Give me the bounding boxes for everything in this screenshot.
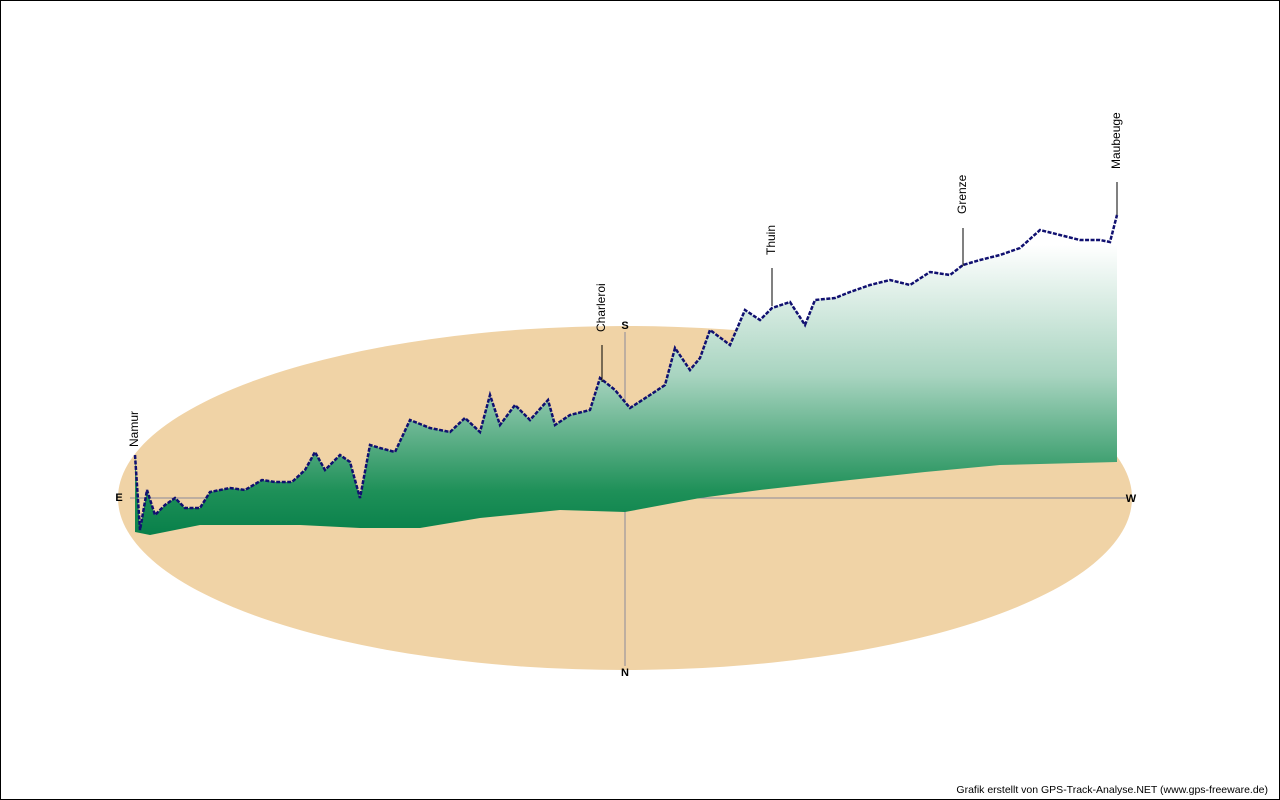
waypoint-label: Thuin bbox=[764, 225, 778, 255]
compass-label: W bbox=[1126, 493, 1137, 505]
compass-label: N bbox=[621, 667, 629, 679]
elevation-line bbox=[133, 214, 1119, 531]
waypoint-label: Grenze bbox=[955, 174, 969, 214]
waypoint-label: Charleroi bbox=[594, 283, 608, 332]
compass-label: S bbox=[621, 320, 628, 332]
waypoint-label: Namur bbox=[127, 411, 141, 447]
credit: Grafik erstellt von GPS-Track-Analyse.NE… bbox=[956, 784, 1268, 796]
waypoint-label: Maubeuge bbox=[1109, 112, 1123, 169]
waypoint-leaders bbox=[601, 182, 1118, 382]
elevation-area bbox=[135, 215, 1117, 535]
compass-label: E bbox=[115, 492, 122, 504]
